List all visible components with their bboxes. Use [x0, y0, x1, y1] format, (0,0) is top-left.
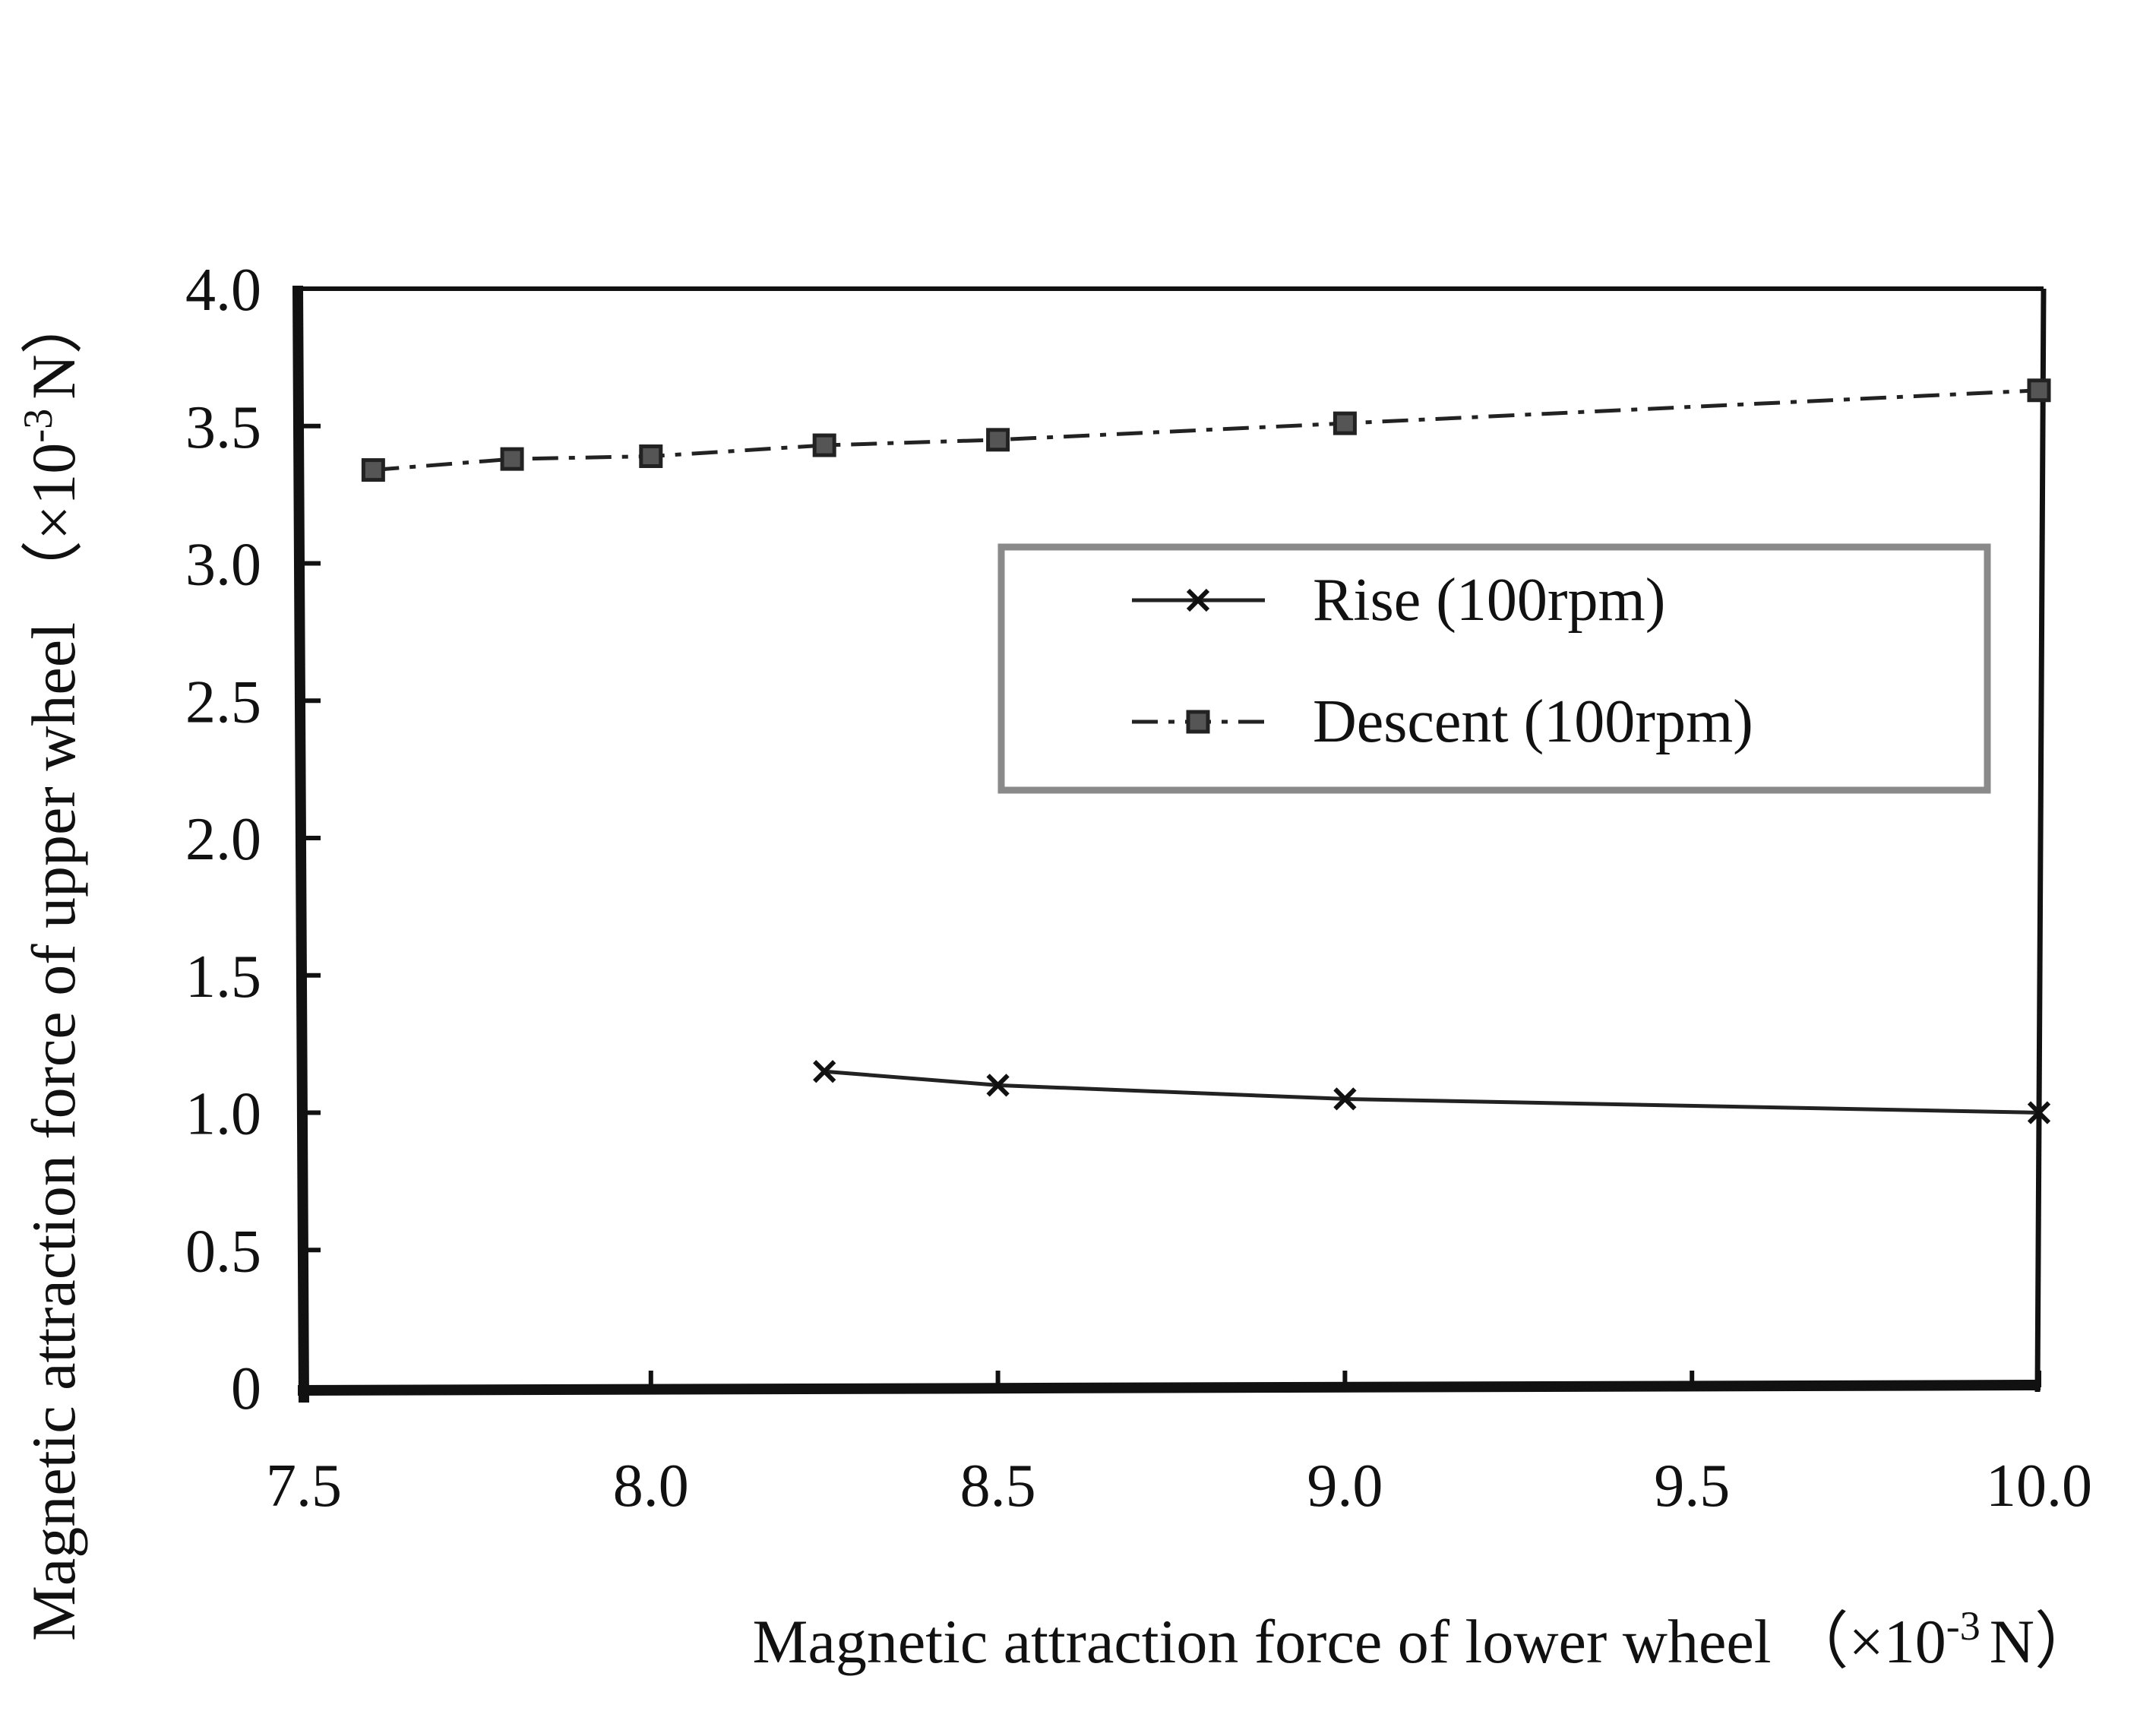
- series-0: [813, 1060, 2051, 1124]
- series-1-point-4: [986, 428, 1010, 452]
- y-tick-labels: 0 0.5 1.0 1.5 2.0 2.5 3.0 3.5 4.0: [185, 257, 261, 1422]
- y-tick-label-4: 2.0: [185, 806, 261, 873]
- y-tick-label-5: 2.5: [185, 669, 261, 735]
- x-tick-label-3: 9.0: [1307, 1453, 1383, 1520]
- series-0-point-0: [813, 1060, 836, 1083]
- x-tick-label-4: 9.5: [1654, 1453, 1730, 1520]
- y-axis-unit-tail: N）: [19, 293, 88, 400]
- y-tick-label-7: 3.5: [185, 394, 261, 461]
- legend-label-0: Rise (100rpm): [1313, 567, 1665, 634]
- x-axis-unit-tail: N）: [1990, 1607, 2097, 1676]
- series-0-point-2: [1333, 1087, 1357, 1111]
- legend: Rise (100rpm) Descent (100rpm): [997, 543, 1991, 794]
- series-layer: [361, 378, 2051, 1124]
- series-1-point-0: [361, 458, 385, 482]
- y-axis-unit: （×10: [19, 443, 88, 602]
- tick-marks: [302, 286, 2041, 1390]
- x-tick-label-1: 8.0: [613, 1453, 689, 1520]
- x-axis-label-text: Magnetic attraction force of lower wheel: [753, 1607, 1772, 1676]
- series-1-point-1: [500, 447, 524, 471]
- y-tick-label-1: 0.5: [185, 1218, 261, 1285]
- legend-marker-0: [1186, 588, 1210, 612]
- y-axis-label-text: Magnetic attraction force of upper wheel: [19, 622, 88, 1641]
- legend-label-1: Descent (100rpm): [1313, 688, 1753, 755]
- plot-frame: [292, 285, 2047, 1403]
- series-0-point-3: [2027, 1101, 2051, 1124]
- y-tick-label-2: 1.0: [185, 1081, 261, 1148]
- y-tick-label-6: 3.0: [185, 532, 261, 599]
- legend-items: Rise (100rpm) Descent (100rpm): [1132, 567, 1753, 755]
- y-tick-label-8: 4.0: [185, 257, 261, 324]
- x-tick-label-5: 10.0: [1986, 1453, 2092, 1520]
- y-tick-label-0: 0: [231, 1355, 261, 1422]
- series-1-point-2: [639, 444, 663, 469]
- series-0-line: [824, 1069, 2040, 1115]
- series-1-point-5: [1332, 411, 1357, 435]
- x-axis-unit: （×10: [1787, 1607, 1946, 1676]
- y-axis-unit-exponent: -3: [15, 409, 61, 443]
- x-tick-labels: 7.5 8.0 8.5 9.0 9.5 10.0: [266, 1453, 2092, 1520]
- series-1-point-6: [2027, 378, 2051, 403]
- x-tick-label-0: 7.5: [266, 1453, 342, 1520]
- y-tick-label-3: 1.5: [185, 944, 261, 1010]
- y-axis: [292, 285, 309, 1403]
- legend-box: [997, 543, 1991, 794]
- legend-marker-1: [1186, 710, 1210, 734]
- x-axis-unit-exponent: -3: [1946, 1603, 1981, 1649]
- y-axis-label: Magnetic attraction force of upper wheel…: [15, 293, 88, 1641]
- series-1: [361, 378, 2051, 482]
- series-0-point-1: [986, 1074, 1010, 1097]
- x-axis-label: Magnetic attraction force of lower wheel…: [753, 1603, 2097, 1676]
- series-1-point-3: [812, 433, 836, 457]
- legend-item-1: Descent (100rpm): [1132, 688, 1753, 755]
- axis-right: [2034, 288, 2047, 1393]
- legend-item-0: Rise (100rpm): [1132, 567, 1665, 634]
- x-tick-label-2: 8.5: [960, 1453, 1036, 1520]
- x-axis: [297, 1380, 2041, 1396]
